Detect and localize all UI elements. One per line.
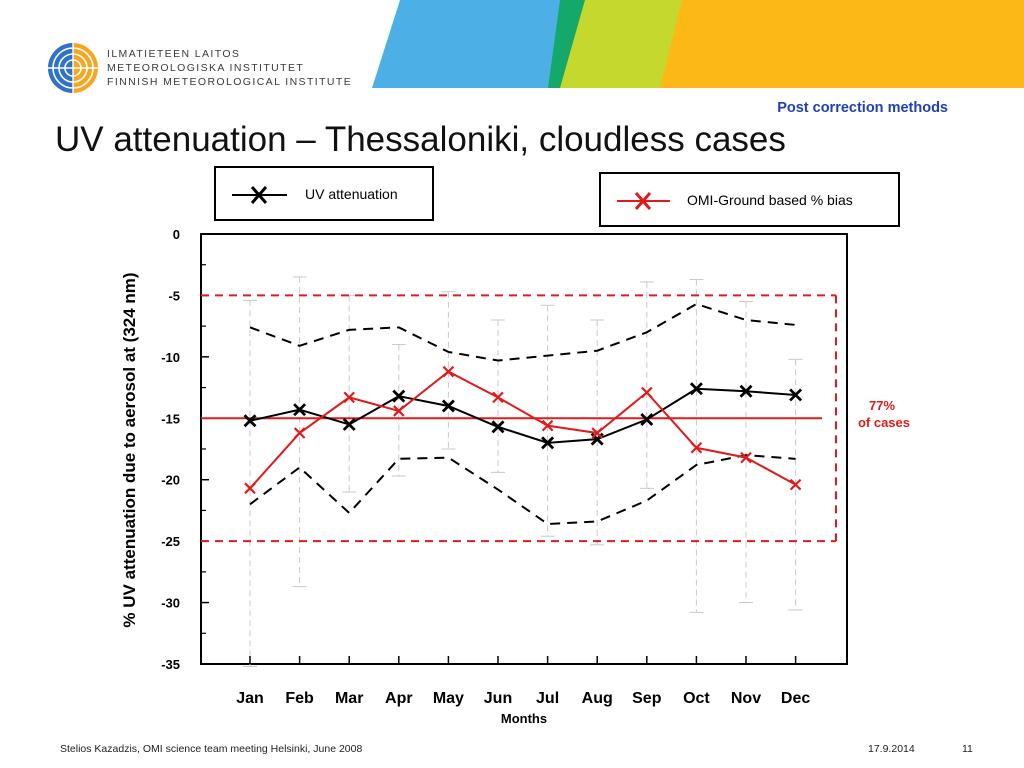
- spread-band-upper: [249, 302, 796, 362]
- y-tick-label: 0: [173, 227, 180, 242]
- x-tick-label-jun: Jun: [484, 690, 512, 707]
- page-number: 11: [962, 743, 973, 755]
- data-point-uv-attenuation-jun: [491, 420, 505, 434]
- banner-lime: [560, 0, 695, 88]
- footer-author: Stelios Kazadzis, OMI science team meeti…: [60, 743, 363, 755]
- reference-band: [201, 294, 837, 543]
- data-point-omi-bias-apr: [393, 405, 405, 417]
- data-point-omi-bias-aug: [591, 427, 603, 439]
- series-line-uv-attenuation: [249, 387, 796, 444]
- data-point-uv-attenuation-oct: [689, 382, 703, 396]
- x-tick-label-mar: Mar: [335, 690, 363, 707]
- range-bars: [243, 276, 803, 667]
- x-axis: Jan Feb Mar Apr May Jun Jul Aug Sep Oct Nov Dec: [236, 656, 810, 707]
- legend-x-marker-black: [250, 186, 268, 204]
- data-point-uv-attenuation-nov: [739, 384, 753, 398]
- x-tick-label-apr: Apr: [385, 690, 413, 707]
- data-point-uv-attenuation-may: [441, 399, 455, 413]
- x-tick-label-jul: Jul: [536, 690, 559, 707]
- x-tick-label-nov: Nov: [731, 690, 761, 707]
- data-point-omi-bias-feb: [293, 427, 306, 439]
- x-tick-label-aug: Aug: [582, 690, 613, 707]
- spread-bands: [249, 302, 796, 525]
- x-tick-label-feb: Feb: [285, 690, 314, 707]
- data-point-omi-bias-sep: [641, 386, 653, 399]
- legend-x-marker-red: [634, 192, 652, 210]
- header-banner: [372, 0, 1024, 88]
- legend-uv-attenuation: UV attenuation: [214, 166, 434, 221]
- y-axis-title: % UV attenuation due to aerosol at (324 …: [120, 272, 139, 627]
- slide-title: UV attenuation – Thessaloniki, cloudless…: [55, 120, 786, 159]
- y-tick-label: -30: [161, 596, 180, 611]
- org-name-swedish: METEOROLOGISKA INSTITUTET: [107, 62, 305, 74]
- data-point-omi-bias-oct: [690, 441, 703, 454]
- x-tick-label-dec: Dec: [781, 690, 810, 707]
- y-axis: 0 -5 -10 -15 -20 -25 -30 -35: [161, 227, 209, 672]
- data-point-uv-attenuation-jul: [541, 436, 555, 450]
- y-tick-label: -25: [161, 534, 180, 549]
- data-point-uv-attenuation-mar: [342, 417, 356, 431]
- annotation-cases: of cases: [858, 415, 910, 430]
- data-point-uv-attenuation-sep: [640, 413, 654, 427]
- spread-band-lower: [249, 454, 796, 525]
- data-point-omi-bias-jul: [541, 419, 554, 432]
- org-name-finnish: ILMATIETEEN LAITOS: [107, 48, 241, 60]
- data-point-omi-bias-nov: [740, 451, 752, 464]
- banner-blue: [372, 0, 575, 88]
- banner-orange: [660, 0, 1024, 88]
- y-tick-label: -20: [161, 473, 180, 488]
- legend-label-uv-attenuation: UV attenuation: [305, 186, 398, 202]
- data-point-omi-bias-dec: [789, 478, 802, 491]
- legend-label-omi-bias: OMI-Ground based % bias: [687, 192, 853, 208]
- data-point-omi-bias-jan: [244, 482, 256, 495]
- x-axis-title: Months: [501, 711, 547, 726]
- data-point-uv-attenuation-jan: [243, 414, 257, 428]
- x-tick-label-oct: Oct: [683, 690, 710, 707]
- globe-logo-icon: [48, 43, 98, 93]
- slide-subtitle: Post correction methods: [777, 100, 948, 116]
- institute-logo: ILMATIETEEN LAITOS METEOROLOGISKA INSTIT…: [45, 40, 351, 100]
- data-point-omi-bias-may: [442, 365, 455, 378]
- annotation-percent: 77%: [869, 398, 895, 413]
- x-tick-label-may: May: [433, 690, 464, 707]
- data-point-omi-bias-mar: [343, 391, 355, 404]
- x-tick-label-sep: Sep: [632, 690, 662, 707]
- footer-date: 17.9.2014: [868, 743, 915, 755]
- data-point-uv-attenuation-dec: [789, 388, 803, 402]
- y-tick-label: -5: [168, 288, 180, 303]
- y-tick-label: -10: [161, 350, 180, 365]
- legend-omi-bias: OMI-Ground based % bias: [599, 172, 900, 227]
- series-line-omi-bias: [249, 370, 797, 489]
- y-tick-label: -35: [161, 657, 180, 672]
- x-tick-label-jan: Jan: [236, 690, 264, 707]
- data-point-uv-attenuation-apr: [392, 389, 406, 403]
- org-name-english: FINNISH METEOROLOGICAL INSTITUTE: [107, 76, 353, 88]
- y-tick-label: -15: [161, 411, 180, 426]
- data-point-omi-bias-jun: [492, 391, 504, 404]
- data-point-uv-attenuation-feb: [293, 403, 307, 417]
- plot-area: [200, 233, 848, 665]
- series-layer: [243, 365, 803, 495]
